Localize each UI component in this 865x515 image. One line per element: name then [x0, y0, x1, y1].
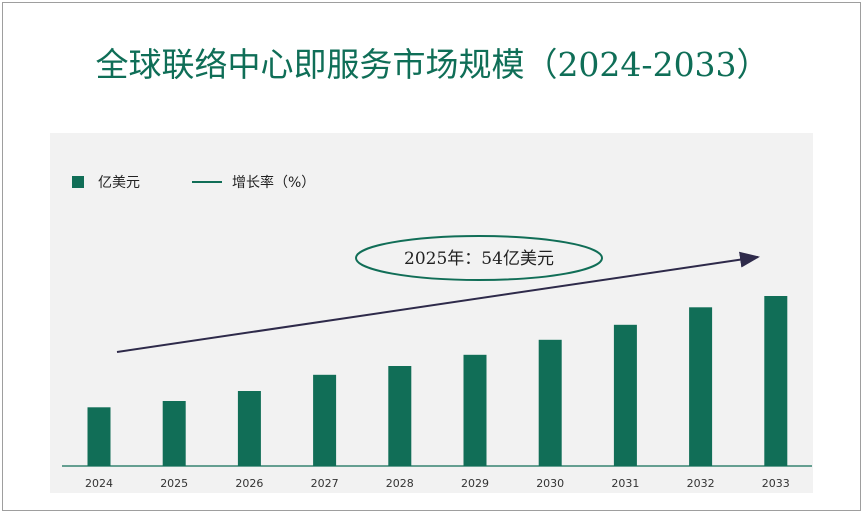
x-tick-2028: 2028	[386, 477, 414, 490]
trend-arrow	[116, 251, 760, 353]
legend-bar-swatch	[72, 176, 84, 188]
x-tick-2033: 2033	[762, 477, 790, 490]
x-tick-2032: 2032	[687, 477, 715, 490]
legend-item-line: 增长率（%）	[192, 172, 315, 192]
legend: 亿美元 增长率（%）	[72, 172, 315, 192]
bar-2032	[689, 307, 713, 467]
x-tick-2029: 2029	[461, 477, 489, 490]
x-tick-2025: 2025	[160, 477, 188, 490]
x-tick-labels: 2024 2025 2026 2027 2028 2029 2030 2031 2032 2033	[85, 477, 790, 490]
bar-2027	[313, 374, 337, 467]
bars-group	[87, 296, 788, 467]
x-tick-2027: 2027	[311, 477, 339, 490]
bar-2026	[237, 391, 261, 466]
bar-2029	[463, 354, 487, 467]
x-tick-2024: 2024	[85, 477, 113, 490]
x-tick-2031: 2031	[611, 477, 639, 490]
callout: 2025年：54亿美元	[355, 235, 603, 281]
legend-line-swatch	[192, 181, 222, 183]
bar-2031	[613, 324, 637, 467]
bar-2028	[388, 366, 412, 466]
bar-2024	[87, 407, 111, 467]
legend-item-bars: 亿美元	[72, 172, 140, 192]
x-tick-2026: 2026	[235, 477, 263, 490]
x-tick-2030: 2030	[536, 477, 564, 490]
bar-2025	[162, 401, 186, 466]
bar-2030	[538, 339, 562, 467]
callout-text: 2025年：54亿美元	[404, 249, 554, 269]
legend-line-label: 增长率（%）	[232, 175, 316, 191]
legend-bar-label: 亿美元	[98, 175, 140, 191]
callout-ellipse	[355, 235, 603, 281]
chart-title: 全球联络中心即服务市场规模（2024-2033）	[95, 45, 770, 84]
bar-2033	[764, 296, 788, 466]
